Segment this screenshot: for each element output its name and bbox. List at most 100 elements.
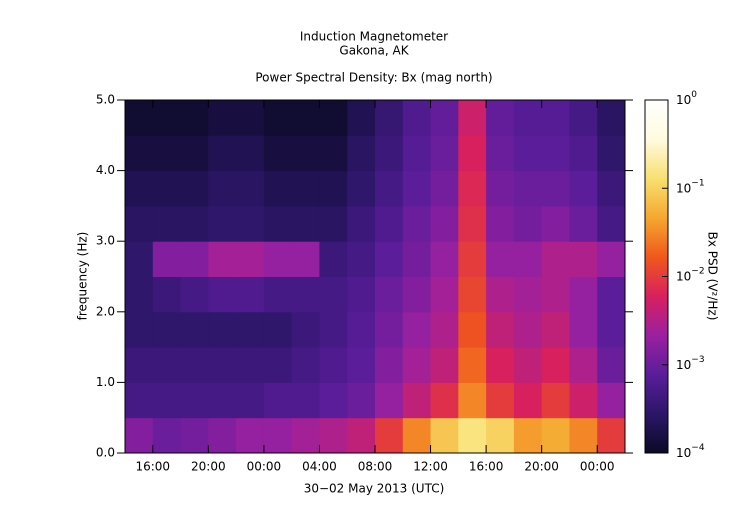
spectrogram-cell — [208, 170, 237, 207]
spectrogram-cell — [375, 205, 404, 242]
x-tick-label: 00:00 — [580, 460, 615, 474]
spectrogram-cell — [291, 241, 320, 277]
spectrogram-cell — [125, 100, 154, 136]
spectrogram-cell — [402, 311, 432, 348]
spectrogram-cell — [513, 347, 543, 383]
y-tick-label: 5.0 — [96, 93, 115, 107]
spectrogram-cell — [402, 417, 432, 454]
spectrogram-cell — [458, 170, 487, 207]
spectrogram-cell — [208, 417, 237, 454]
spectrogram-cell — [291, 205, 320, 242]
spectrogram-cell — [597, 135, 626, 172]
spectrogram-cell — [569, 276, 598, 313]
spectrogram-cell — [263, 276, 293, 313]
colorbar-tick-exponent: 0 — [691, 90, 697, 100]
spectrogram-cell — [597, 276, 626, 313]
spectrogram-cell — [486, 276, 515, 313]
spectrogram-cell — [180, 205, 209, 242]
spectrogram-cell — [263, 205, 293, 242]
spectrogram-cell — [152, 276, 182, 313]
x-tick-label: 08:00 — [358, 460, 393, 474]
spectrogram-cell — [402, 276, 432, 313]
colorbar-label: Bx PSD (V²/Hz) — [706, 232, 720, 321]
spectrogram-cell — [597, 417, 626, 454]
colorbar-tick-base: 10 — [676, 93, 691, 107]
spectrogram-cell — [236, 135, 265, 172]
spectrogram-cell — [347, 347, 376, 383]
spectrogram-cell — [569, 100, 598, 136]
spectrogram-cell — [458, 382, 487, 419]
spectrogram-cell — [125, 347, 154, 383]
spectrogram-cell — [236, 276, 265, 313]
spectrogram-cell — [208, 311, 237, 348]
colorbar-tick-label: 10−3 — [676, 354, 705, 371]
spectrogram-cell — [375, 382, 404, 419]
spectrogram-cell — [319, 417, 348, 454]
spectrogram-cell — [236, 205, 265, 242]
spectrogram-cell — [458, 100, 487, 136]
spectrogram-cell — [347, 417, 376, 454]
colorbar-tick-label: 10−4 — [676, 443, 705, 460]
x-tick-label: 20:00 — [191, 460, 226, 474]
spectrogram-cell — [430, 241, 459, 277]
spectrogram-cell — [208, 276, 237, 313]
spectrogram-cell — [430, 417, 459, 454]
spectrogram-cell — [458, 417, 487, 454]
colorbar-tick-label: 100 — [676, 90, 697, 107]
spectrogram-cell — [180, 276, 209, 313]
spectrogram-cell — [375, 241, 404, 277]
spectrogram-cell — [208, 135, 237, 172]
spectrogram-cell — [263, 347, 293, 383]
spectrogram-cell — [541, 170, 570, 207]
spectrogram-cell — [402, 347, 432, 383]
spectrogram-cell — [236, 382, 265, 419]
spectrogram-cell — [597, 382, 626, 419]
spectrogram-cell — [125, 311, 154, 348]
spectrogram-cell — [208, 241, 237, 277]
spectrogram-cell — [402, 135, 432, 172]
spectrogram-cell — [152, 417, 182, 454]
spectrogram-cell — [486, 417, 515, 454]
spectrogram-cell — [152, 241, 182, 277]
spectrogram-cell — [486, 382, 515, 419]
spectrogram-cell — [152, 311, 182, 348]
spectrogram-cell — [569, 311, 598, 348]
spectrogram-cell — [430, 170, 459, 207]
spectrogram-cell — [430, 311, 459, 348]
spectrogram-cell — [291, 347, 320, 383]
colorbar-tick-exponent: −2 — [691, 266, 704, 276]
spectrogram-cell — [236, 417, 265, 454]
spectrogram-cell — [597, 205, 626, 242]
spectrogram-cell — [513, 205, 543, 242]
spectrogram-cell — [402, 382, 432, 419]
plot-title: Power Spectral Density: Bx (mag north) — [255, 71, 492, 85]
spectrogram-cell — [125, 241, 154, 277]
x-tick-label: 12:00 — [413, 460, 448, 474]
spectrogram-cell — [319, 347, 348, 383]
spectrogram-cell — [458, 241, 487, 277]
spectrogram-cell — [125, 382, 154, 419]
spectrogram-cell — [125, 417, 154, 454]
y-tick-label: 3.0 — [96, 234, 115, 248]
spectrogram-cell — [375, 276, 404, 313]
spectrogram-cell — [375, 100, 404, 136]
spectrogram-cell — [486, 135, 515, 172]
spectrogram-cell — [347, 135, 376, 172]
colorbar-tick-base: 10 — [676, 181, 691, 195]
spectrogram-cell — [347, 276, 376, 313]
spectrogram-cell — [319, 382, 348, 419]
spectrogram-cell — [513, 382, 543, 419]
spectrogram-cell — [513, 311, 543, 348]
spectrogram-cell — [375, 311, 404, 348]
spectrogram-cell — [152, 205, 182, 242]
spectrogram-cell — [513, 100, 543, 136]
spectrogram-cell — [402, 170, 432, 207]
spectrogram-cell — [541, 417, 570, 454]
spectrogram-cell — [430, 347, 459, 383]
spectrogram-cell — [319, 311, 348, 348]
spectrogram-cell — [430, 205, 459, 242]
spectrogram-cell — [263, 100, 293, 136]
spectrogram-cell — [180, 135, 209, 172]
spectrogram-cell — [569, 205, 598, 242]
spectrogram-cell — [319, 100, 348, 136]
